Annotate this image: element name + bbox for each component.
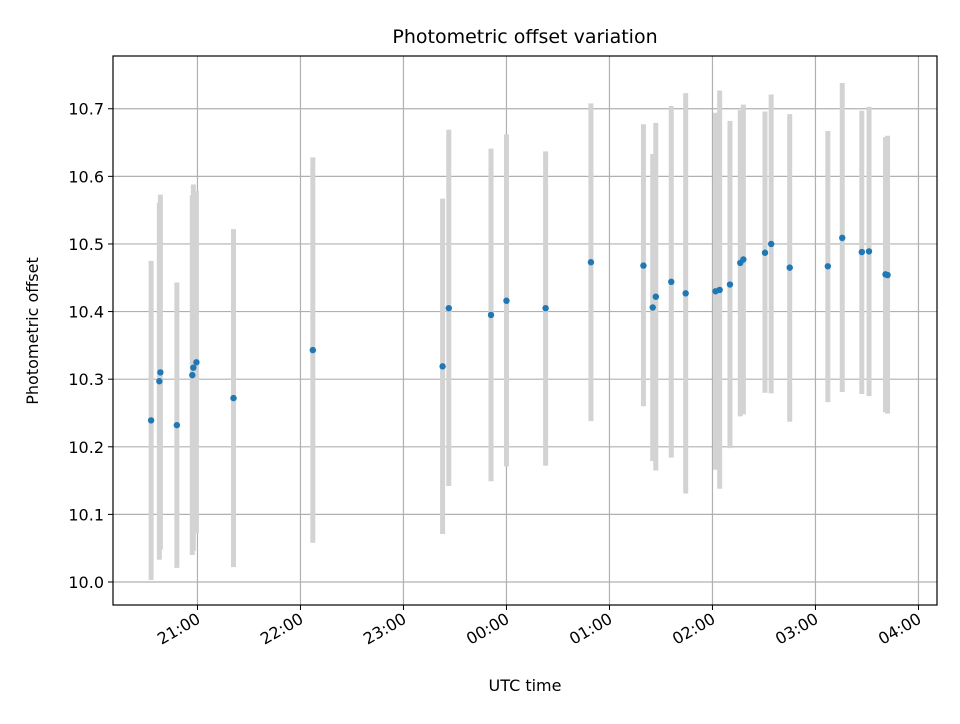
data-point: [786, 264, 793, 271]
y-axis-ticks: 10.0 10.1 10.2 10.3 10.4 10.5 10.6 10.7: [68, 100, 113, 592]
data-point: [587, 259, 595, 266]
data-point: [487, 311, 495, 319]
y-tick-label: 10.3: [68, 370, 104, 389]
x-tick-label: 04:00: [875, 609, 924, 649]
data-point: [157, 369, 164, 376]
y-tick-label: 10.0: [68, 573, 104, 592]
data-point: [640, 262, 647, 269]
y-tick-label: 10.4: [68, 303, 104, 322]
data-point: [865, 248, 873, 255]
data-point: [147, 417, 155, 424]
data-point: [740, 256, 747, 263]
chart-title: Photometric offset variation: [392, 26, 657, 48]
data-point: [503, 297, 510, 304]
error-bars: [148, 83, 891, 580]
data-point: [649, 304, 656, 311]
data-point: [542, 304, 549, 312]
x-tick-label: 02:00: [669, 609, 718, 649]
x-tick-label: 00:00: [463, 609, 512, 649]
x-tick-label: 23:00: [360, 609, 409, 649]
data-point: [682, 290, 689, 297]
data-point: [439, 363, 446, 370]
data-point: [726, 281, 734, 288]
data-point: [716, 286, 723, 294]
x-axis-label: UTC time: [489, 676, 562, 695]
data-point: [445, 304, 452, 312]
data-point: [761, 249, 769, 256]
data-point: [193, 359, 200, 366]
data-point: [884, 271, 891, 279]
x-tick-label: 03:00: [772, 609, 821, 649]
y-tick-label: 10.7: [68, 100, 104, 119]
data-point: [309, 346, 317, 354]
y-tick-label: 10.5: [68, 235, 104, 254]
data-point: [824, 263, 832, 270]
x-tick-label: 22:00: [257, 609, 306, 649]
data-point: [652, 293, 660, 300]
data-point: [839, 234, 846, 242]
x-axis-ticks: 21:00 22:00 23:00 00:00 01:00 02:00 03:00 04:00: [154, 605, 924, 649]
y-tick-label: 10.2: [68, 438, 104, 457]
data-point: [173, 421, 181, 429]
data-point: [767, 240, 775, 248]
data-point: [668, 278, 675, 286]
x-tick-label: 21:00: [154, 609, 203, 649]
data-point: [156, 378, 163, 385]
data-points: [147, 234, 891, 429]
data-point: [189, 371, 196, 379]
y-axis-label: Photometric offset: [23, 257, 42, 405]
x-tick-label: 01:00: [566, 609, 615, 649]
y-tick-label: 10.6: [68, 167, 104, 186]
y-tick-label: 10.1: [68, 505, 104, 524]
plot-area-frame: [112, 55, 938, 606]
data-point: [230, 394, 237, 402]
grid: [113, 56, 937, 605]
data-point: [858, 248, 866, 256]
data-point: [190, 364, 197, 371]
